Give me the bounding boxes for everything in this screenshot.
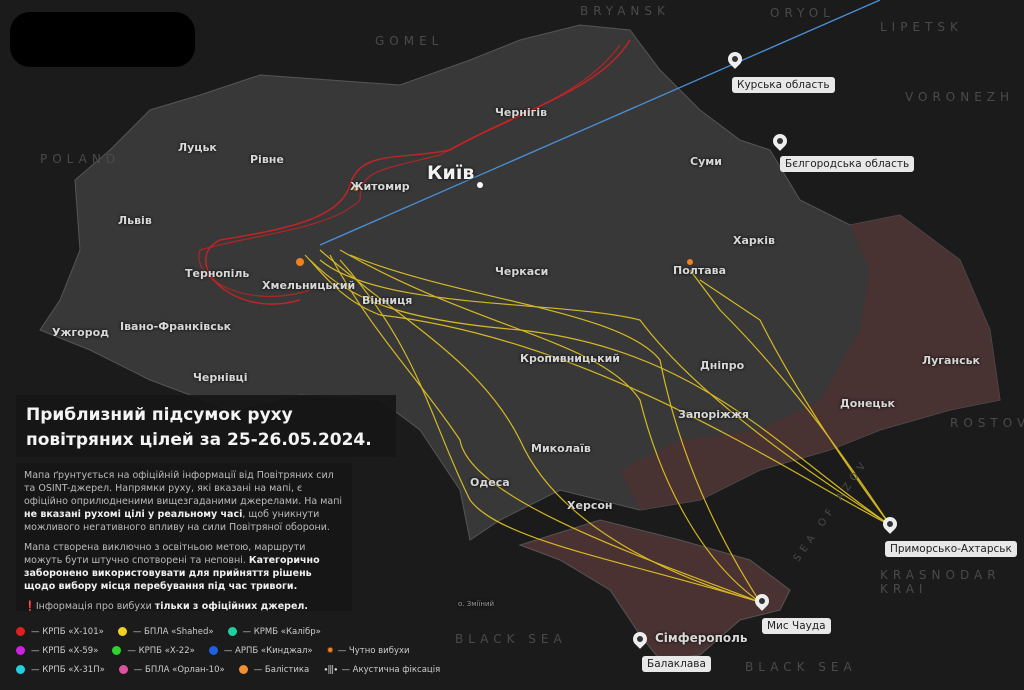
kinzhal-dot-icon (208, 646, 218, 655)
legend-item: — БПЛА «Орлан-10» (118, 664, 225, 675)
explosion-icon (296, 185, 693, 266)
warning-icon: ❗ (24, 601, 36, 612)
city-label: Луцьк (178, 141, 217, 154)
city-label: Житомир (350, 180, 410, 193)
x59-dot-icon (16, 646, 25, 655)
legend-label: — КРПБ «Х-31П» (31, 664, 105, 675)
city-label: Донецьк (840, 397, 895, 410)
city-label: Рівне (250, 153, 284, 166)
desc-text: Інформація про вибухи (35, 601, 155, 612)
legend-item: — КРПБ «Х-22» (112, 645, 195, 656)
description-panel: Мапа ґрунтується на офіційній інформації… (16, 463, 352, 612)
legend-label: — Чутно вибухи (337, 645, 410, 656)
city-label: Одеса (470, 476, 510, 489)
launch-point-label: Балаклава (642, 656, 711, 672)
x31p-dot-icon (16, 665, 25, 674)
legend-label: — АРПБ «Кинджал» (223, 645, 313, 656)
city-label: Львів (118, 214, 152, 227)
desc-text: Мапа ґрунтується на офіційній інформації… (24, 470, 343, 507)
orlan-dot-icon (118, 665, 128, 674)
legend-item: — КРМБ «Калібр» (227, 626, 321, 637)
occupied-territory (620, 215, 1000, 510)
legend-item: — КРПБ «Х-101» (16, 627, 104, 637)
legend-label: — БПЛА «Орлан-10» (133, 664, 225, 675)
city-label: Кропивницький (520, 352, 620, 365)
desc-bold: Категорично заборонено використовувати д… (24, 555, 320, 592)
explosion-icon: ✹ (326, 645, 334, 656)
region-label: BLACK SEA (455, 632, 567, 646)
kinzhal-route (319, 0, 881, 246)
city-label: Тернопіль (185, 267, 250, 280)
crimea (518, 519, 791, 661)
redacted-logo (10, 12, 195, 67)
x101-route (198, 44, 621, 298)
kyiv-marker (477, 182, 483, 188)
legend-label: — КРПБ «Х-22» (127, 645, 195, 656)
city-kyiv: Київ (427, 162, 475, 184)
city-label: Чернігів (495, 106, 548, 119)
legend-item: — Балістика (238, 664, 310, 675)
region-label: VORONEZH (905, 90, 1015, 104)
city-label: Херсон (567, 499, 613, 512)
region-label: KRASNODAR KRAI (880, 568, 1001, 596)
launch-point-label: Курська область (732, 77, 835, 93)
city-label: Івано-Франківськ (120, 320, 232, 333)
legend-item: — КРПБ «Х-31П» (16, 665, 105, 675)
city-label: Ужгород (52, 326, 110, 339)
launch-point-label: Мис Чауда (762, 618, 831, 634)
launch-point-label: Бєлгородська область (780, 156, 915, 172)
legend-label: — КРПБ «Х-101» (31, 626, 104, 637)
city-label: Миколаїв (531, 442, 591, 455)
page-title: Приблизний підсумок руху повітряних ціле… (16, 395, 396, 457)
region-label: BRYANSK (580, 4, 670, 18)
city-label: Черкаси (495, 265, 549, 278)
legend-label: — КРМБ «Калібр» (242, 626, 321, 637)
region-label: ROSTOV (950, 416, 1024, 430)
city-label: Вінниця (362, 294, 413, 307)
launch-point-label: Приморсько-Ахтарськ (885, 541, 1017, 557)
legend-item: — БПЛА «Shahed» (117, 626, 214, 637)
city-label: Хмельницький (262, 279, 356, 292)
shahed-routes (304, 249, 891, 603)
x22-dot-icon (112, 646, 122, 655)
legend-label: — Акустична фіксація (341, 664, 441, 675)
acoustic-icon: ∙|||∙ (323, 664, 338, 675)
ballistic-dot-icon (238, 665, 248, 674)
legend-label: — Балістика (253, 664, 310, 675)
region-label: ORYOL (770, 6, 835, 20)
city-label: Чернівці (193, 371, 248, 384)
legend-item: ✹ — Чутно вибухи (327, 646, 410, 656)
desc-bold: не вказані рухомі цілі у реальному часі (24, 509, 243, 520)
legend-label: — КРПБ «Х-59» (31, 645, 99, 656)
x101-dot-icon (16, 627, 25, 636)
region-label: BLACK SEA (745, 660, 857, 674)
desc-text: , щоб уникнути можливого негативного впл… (24, 509, 330, 533)
region-label: GOMEL (375, 34, 444, 48)
legend-label: — БПЛА «Shahed» (132, 626, 214, 637)
desc-text: Мапа створена виключно з освітньою метою… (24, 542, 306, 566)
legend-item: — АРПБ «Кинджал» (208, 645, 313, 656)
city-label: о. Зміїний (458, 600, 495, 608)
region-label: LIPETSK (880, 20, 963, 34)
city-label: Харків (733, 234, 775, 247)
city-label: Суми (690, 155, 722, 168)
region-label: POLAND (40, 152, 121, 166)
legend: — КРПБ «Х-101» — БПЛА «Shahed» — КРМБ «К… (16, 622, 454, 679)
shahed-dot-icon (117, 627, 127, 636)
desc-bold: тільки з офіційних джерел. (154, 601, 308, 612)
kalibr-dot-icon (227, 627, 237, 636)
city-label: Сімферополь (655, 631, 748, 645)
legend-item: ∙|||∙ — Акустична фіксація (323, 665, 440, 675)
city-label: Полтава (673, 264, 727, 277)
city-label: Запоріжжя (678, 408, 749, 421)
legend-item: — КРПБ «Х-59» (16, 646, 98, 656)
city-label: Дніпро (700, 359, 745, 372)
city-label: Луганськ (922, 354, 981, 367)
